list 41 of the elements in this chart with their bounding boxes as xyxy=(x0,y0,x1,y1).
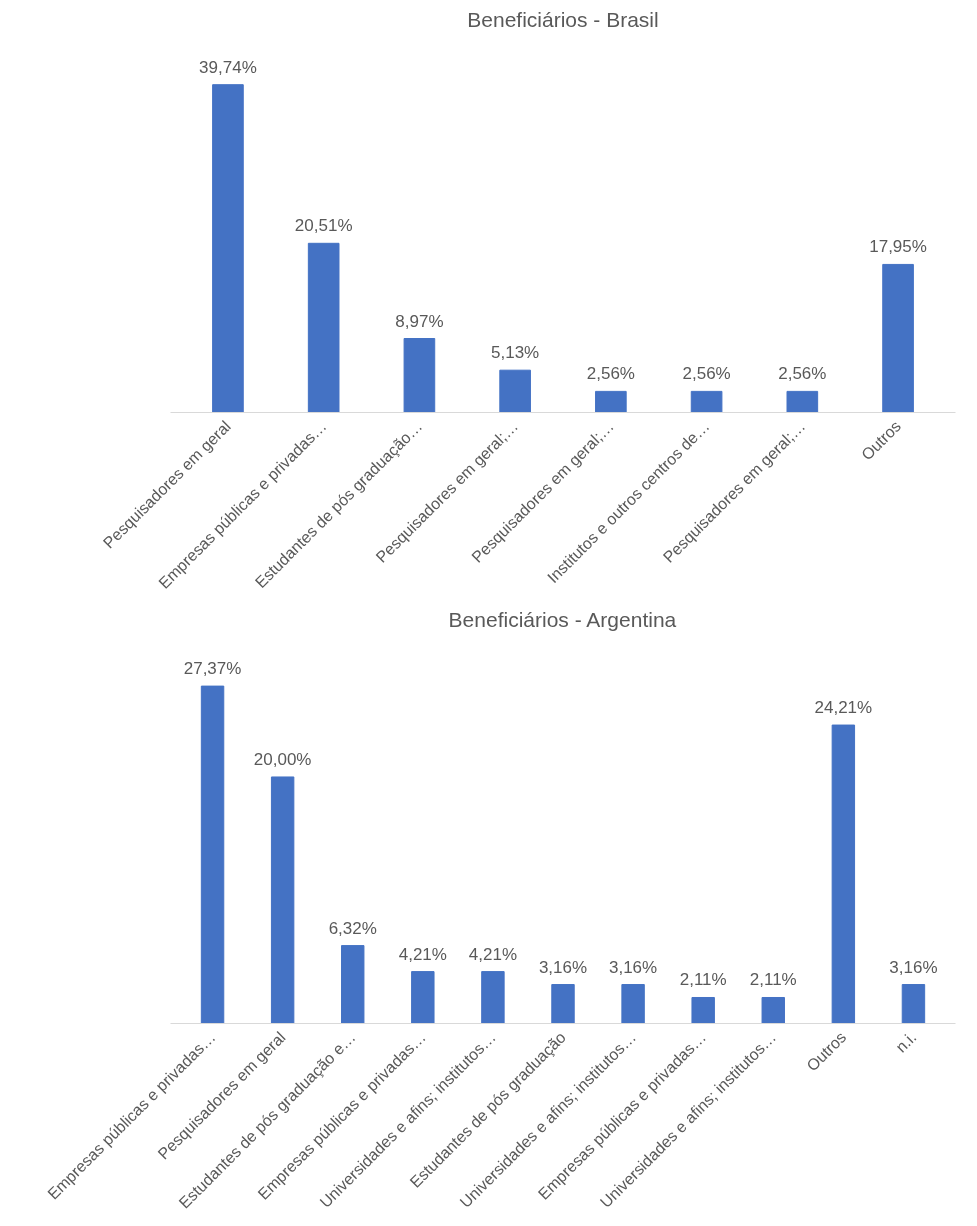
bar xyxy=(786,390,819,413)
bar xyxy=(499,369,531,413)
bar xyxy=(411,971,435,1024)
bar xyxy=(212,84,244,413)
data-label: 5,13% xyxy=(491,343,540,363)
data-label: 20,00% xyxy=(253,749,312,769)
bar xyxy=(831,724,856,1024)
data-label: 24,21% xyxy=(814,698,873,718)
data-label: 4,21% xyxy=(468,944,518,964)
data-label: 17,95% xyxy=(869,237,927,257)
bar xyxy=(481,971,505,1024)
bar xyxy=(761,996,785,1024)
data-label: 39,74% xyxy=(199,57,257,77)
data-label: 27,37% xyxy=(183,659,242,679)
bar xyxy=(551,984,575,1024)
data-label: 2,56% xyxy=(682,364,731,384)
bar xyxy=(901,984,926,1024)
data-label: 3,16% xyxy=(889,957,938,977)
data-label: 20,51% xyxy=(294,216,353,236)
data-label: 2,56% xyxy=(778,364,827,384)
data-label: 2,56% xyxy=(586,364,635,384)
bar xyxy=(200,685,225,1024)
chart-title: Beneficiários - Argentina xyxy=(448,607,677,631)
x-tick-label: n.i. xyxy=(892,1028,920,1056)
data-label: 3,16% xyxy=(608,957,658,977)
bar xyxy=(691,996,715,1024)
data-label: 2,11% xyxy=(749,970,797,990)
chart-title: Beneficiários - Brasil xyxy=(467,7,659,31)
data-label: 8,97% xyxy=(395,311,444,331)
data-label: 3,16% xyxy=(538,957,588,977)
bar xyxy=(621,984,645,1024)
bar xyxy=(882,263,914,413)
bar xyxy=(307,242,340,413)
data-label: 6,32% xyxy=(328,918,377,938)
bar xyxy=(403,338,436,413)
bar xyxy=(690,390,723,413)
bar xyxy=(270,776,295,1024)
data-label: 4,21% xyxy=(398,944,447,964)
bar xyxy=(595,390,627,413)
bar xyxy=(341,945,365,1024)
data-label: 2,11% xyxy=(679,970,727,990)
